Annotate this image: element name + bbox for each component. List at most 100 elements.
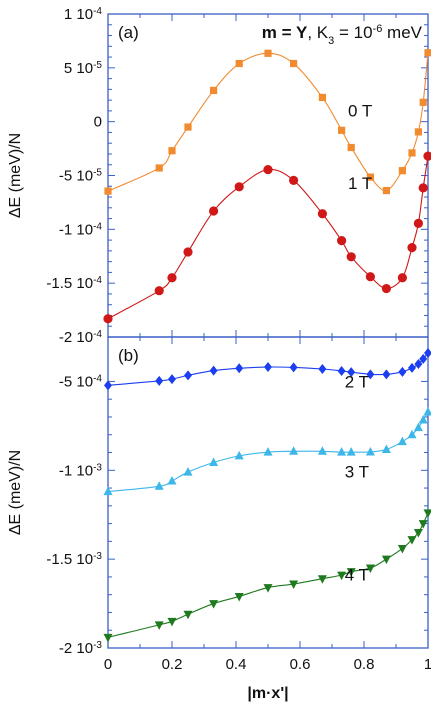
data-point <box>317 209 327 219</box>
data-point <box>290 59 298 68</box>
y-tick-label: 5 10-5 <box>64 59 103 77</box>
data-point <box>318 93 326 102</box>
data-point <box>184 370 192 381</box>
data-point <box>317 446 327 455</box>
data-point <box>347 367 356 378</box>
data-point <box>263 447 273 456</box>
series-1-t: 1 T <box>103 151 431 324</box>
x-tick-label: 0.4 <box>226 656 247 673</box>
data-point <box>317 575 327 584</box>
panel-a: 1 10-4 5 10-5 0 -5 10-5 -1 10-4 -1.5 10-4 -2 1… <box>7 6 431 347</box>
data-point <box>418 414 428 424</box>
data-point <box>103 486 113 496</box>
series-0-t: 0 T <box>104 49 431 195</box>
data-point <box>407 243 417 253</box>
x-axis: 0 0.2 0.4 0.6 0.8 1 |m·x'| <box>104 656 431 702</box>
data-point <box>381 444 391 453</box>
data-point <box>103 314 113 324</box>
data-point <box>414 128 422 136</box>
data-point <box>366 173 374 181</box>
data-point <box>423 406 431 416</box>
data-point <box>424 347 431 358</box>
data-point <box>167 273 177 283</box>
data-point <box>346 447 356 456</box>
data-point <box>418 520 428 529</box>
data-point <box>407 536 417 545</box>
data-point <box>338 126 346 134</box>
data-point <box>234 182 244 192</box>
data-point <box>104 187 112 195</box>
panel-title: m = Y, K3 = 10-6 meV <box>262 23 423 47</box>
panel-b: -5 10-4 -1 10-3 -1.5 10-3 -2 10-3 ΔE (meV)/N… <box>7 336 431 658</box>
data-point <box>413 218 423 229</box>
series-line <box>107 512 429 638</box>
data-point <box>183 610 193 620</box>
data-point <box>423 509 431 518</box>
data-point <box>365 564 375 574</box>
data-point <box>419 98 427 106</box>
series-2-t: 2 T <box>104 347 431 392</box>
x-tick-label: 0.2 <box>162 656 183 673</box>
data-point <box>234 450 244 460</box>
series-4-t: 4 T <box>103 509 431 643</box>
data-point <box>155 375 164 386</box>
data-point <box>155 164 163 172</box>
y-tick-label: -5 10-5 <box>59 167 103 185</box>
x-axis-label: |m·x'| <box>247 685 288 702</box>
data-point <box>289 175 299 185</box>
data-point <box>346 568 356 577</box>
data-point <box>263 164 273 175</box>
data-point <box>397 544 407 554</box>
plot-frame <box>107 336 429 649</box>
series-label: 3 T <box>345 462 369 481</box>
panel-label: (b) <box>118 346 139 365</box>
data-point <box>168 374 176 385</box>
panel-label: (a) <box>118 23 139 42</box>
data-point <box>264 49 272 57</box>
data-point <box>264 362 272 373</box>
data-point <box>398 366 407 377</box>
data-point <box>318 363 327 374</box>
data-point <box>209 457 219 466</box>
data-point <box>346 252 356 262</box>
data-point <box>397 273 407 283</box>
data-point <box>408 149 416 157</box>
data-point <box>424 49 431 57</box>
y-tick-label: -2 10-4 <box>59 329 103 347</box>
y-tick-label: -2 10-3 <box>59 640 103 658</box>
data-point <box>234 592 244 602</box>
data-point <box>366 369 375 380</box>
data-point <box>382 369 391 380</box>
data-point <box>154 481 164 490</box>
data-point <box>337 447 347 456</box>
y-tick-label: -1 10-4 <box>59 221 103 239</box>
data-point <box>423 151 431 161</box>
data-point <box>397 436 407 446</box>
data-point <box>184 123 192 131</box>
series-label: 4 T <box>345 565 369 584</box>
data-point <box>382 186 390 195</box>
data-point <box>103 633 113 643</box>
data-point <box>235 363 244 374</box>
series-label: 0 T <box>348 101 372 120</box>
data-point <box>419 353 428 364</box>
data-point <box>347 143 355 152</box>
data-point <box>413 528 423 538</box>
x-tick-label: 0.6 <box>290 656 311 673</box>
x-tick-label: 0.8 <box>354 656 375 673</box>
data-point <box>209 365 218 376</box>
data-point <box>337 236 347 246</box>
data-point <box>167 617 177 627</box>
data-point <box>337 365 346 376</box>
y-axis-label: ΔE (meV)/N <box>7 450 24 535</box>
y-axis-label: ΔE (meV)/N <box>7 133 24 218</box>
data-point <box>168 147 176 155</box>
data-point <box>365 446 375 456</box>
data-point <box>407 429 417 439</box>
data-point <box>289 580 299 590</box>
data-point <box>154 621 164 630</box>
x-tick-label: 1 <box>424 656 431 673</box>
data-point <box>289 362 298 373</box>
data-point <box>408 362 416 373</box>
